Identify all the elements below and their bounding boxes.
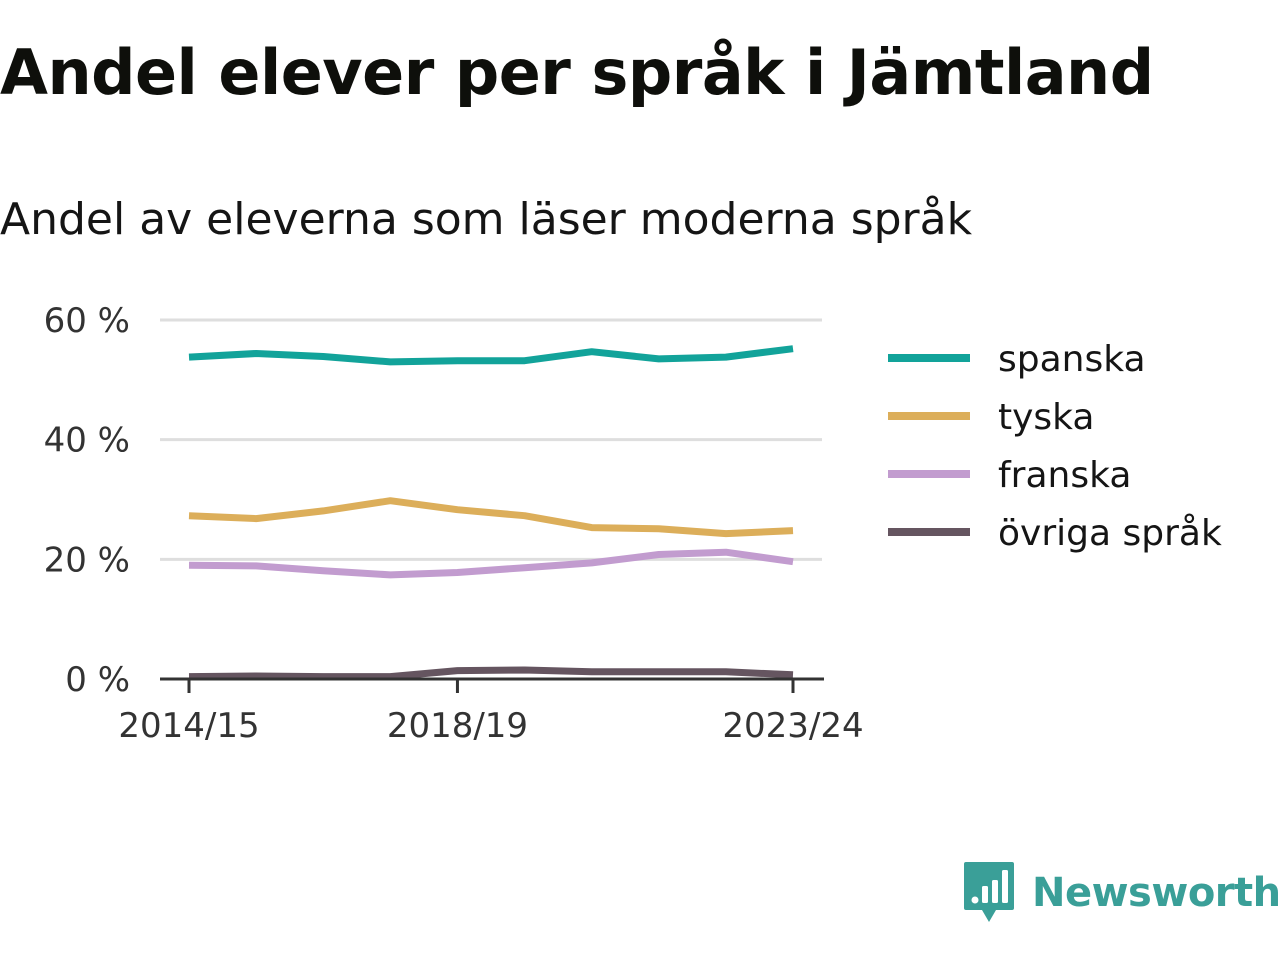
series-line bbox=[188, 345, 794, 366]
x-axis-tick-labels: 2014/15 2018/19 2023/24 bbox=[118, 706, 863, 746]
legend: spanska tyska franska övriga språk bbox=[888, 339, 1222, 554]
legend-label: tyska bbox=[998, 397, 1094, 438]
x-tick-label: 2023/24 bbox=[722, 706, 863, 746]
brand: Newsworthy bbox=[964, 862, 1280, 924]
y-axis-tick-labels: 0 % 20 % 40 % 60 % bbox=[44, 301, 130, 700]
x-tick-label: 2018/19 bbox=[387, 706, 528, 746]
chart-subtitle: Andel av eleverna som läser moderna språ… bbox=[0, 194, 973, 245]
x-tick-label: 2014/15 bbox=[118, 706, 259, 746]
y-tick-label: 0 % bbox=[65, 660, 130, 700]
legend-label: franska bbox=[998, 455, 1131, 496]
brand-name: Newsworthy bbox=[1032, 870, 1280, 916]
series-line bbox=[188, 497, 794, 538]
series-line bbox=[188, 548, 794, 579]
series-lines bbox=[188, 345, 794, 681]
y-tick-label: 40 % bbox=[44, 421, 130, 461]
series-line bbox=[188, 666, 794, 681]
y-tick-label: 60 % bbox=[44, 301, 130, 341]
chart-title: Andel elever per språk i Jämtland bbox=[0, 36, 1154, 109]
y-tick-label: 20 % bbox=[44, 540, 130, 580]
x-axis bbox=[160, 677, 824, 693]
grid-lines bbox=[160, 318, 822, 561]
legend-label: spanska bbox=[998, 339, 1146, 380]
newsworthy-logo-icon bbox=[964, 862, 1014, 922]
legend-label: övriga språk bbox=[998, 513, 1222, 554]
line-chart: 0 % 20 % 40 % 60 % 2014/15 2018/19 2023/24 sp… bbox=[44, 301, 1222, 746]
